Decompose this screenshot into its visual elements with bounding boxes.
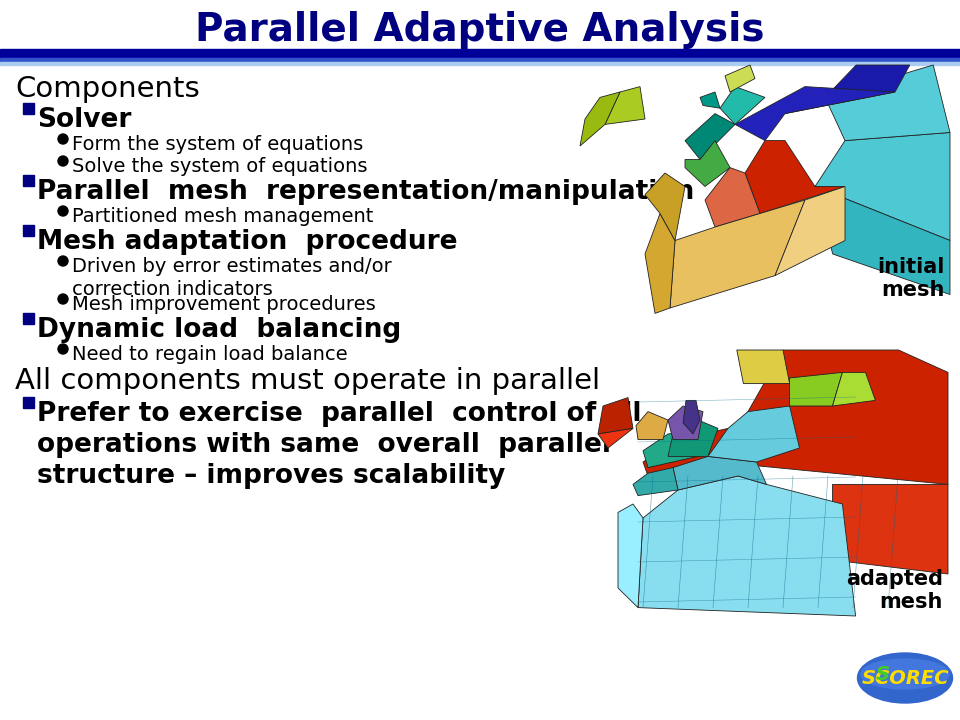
Polygon shape xyxy=(685,140,730,186)
Polygon shape xyxy=(605,86,645,125)
Polygon shape xyxy=(789,372,843,406)
Bar xyxy=(23,175,34,186)
Polygon shape xyxy=(700,92,720,108)
Circle shape xyxy=(58,256,68,266)
Text: Prefer to exercise  parallel  control of all
operations with same  overall  para: Prefer to exercise parallel control of a… xyxy=(37,401,641,489)
Polygon shape xyxy=(643,428,728,476)
Text: Mesh adaptation  procedure: Mesh adaptation procedure xyxy=(37,229,458,255)
Polygon shape xyxy=(785,65,910,114)
Circle shape xyxy=(58,294,68,304)
Polygon shape xyxy=(643,428,708,467)
Ellipse shape xyxy=(861,659,949,689)
Polygon shape xyxy=(685,114,735,160)
Text: Components: Components xyxy=(15,75,200,103)
Polygon shape xyxy=(720,86,765,125)
Polygon shape xyxy=(618,504,643,608)
Text: SCOREC: SCOREC xyxy=(861,668,948,688)
Polygon shape xyxy=(708,406,800,462)
Polygon shape xyxy=(815,186,950,294)
Polygon shape xyxy=(775,186,845,276)
Bar xyxy=(0,49,960,58)
Polygon shape xyxy=(580,92,620,146)
Polygon shape xyxy=(645,173,685,240)
Text: Solve the system of equations: Solve the system of equations xyxy=(72,157,368,176)
Polygon shape xyxy=(668,406,703,440)
Text: S: S xyxy=(876,665,890,685)
Text: Dynamic load  balancing: Dynamic load balancing xyxy=(37,317,401,343)
Text: Partitioned mesh management: Partitioned mesh management xyxy=(72,207,373,226)
Text: Mesh improvement procedures: Mesh improvement procedures xyxy=(72,295,375,314)
Polygon shape xyxy=(598,397,633,434)
Polygon shape xyxy=(683,400,700,434)
Polygon shape xyxy=(737,350,789,384)
Polygon shape xyxy=(825,65,950,140)
Text: adapted
mesh: adapted mesh xyxy=(846,569,943,612)
Bar xyxy=(23,313,34,324)
Text: Parallel  mesh  representation/manipulation: Parallel mesh representation/manipulatio… xyxy=(37,179,694,205)
Polygon shape xyxy=(705,168,760,227)
Polygon shape xyxy=(718,350,948,485)
Bar xyxy=(23,225,34,236)
Text: All components must operate in parallel: All components must operate in parallel xyxy=(15,367,600,395)
Polygon shape xyxy=(670,200,805,308)
Circle shape xyxy=(58,134,68,144)
Text: Driven by error estimates and/or
correction indicators: Driven by error estimates and/or correct… xyxy=(72,257,392,299)
Polygon shape xyxy=(636,412,668,440)
Bar xyxy=(0,58,960,62)
Text: initial
mesh: initial mesh xyxy=(877,257,945,300)
Polygon shape xyxy=(645,214,675,313)
Polygon shape xyxy=(815,132,950,240)
Bar xyxy=(23,103,34,114)
Circle shape xyxy=(58,156,68,166)
Bar xyxy=(0,62,960,65)
Polygon shape xyxy=(745,140,845,214)
Circle shape xyxy=(58,344,68,354)
Polygon shape xyxy=(598,428,633,448)
Text: Solver: Solver xyxy=(37,107,132,133)
Polygon shape xyxy=(673,456,766,490)
Text: Need to regain load balance: Need to regain load balance xyxy=(72,345,348,364)
Bar xyxy=(23,397,34,408)
Polygon shape xyxy=(832,485,948,574)
Polygon shape xyxy=(668,420,718,456)
Polygon shape xyxy=(735,86,895,140)
Ellipse shape xyxy=(857,653,952,703)
Polygon shape xyxy=(725,65,755,92)
Circle shape xyxy=(58,206,68,216)
Text: Parallel Adaptive Analysis: Parallel Adaptive Analysis xyxy=(195,11,765,49)
Text: Form the system of equations: Form the system of equations xyxy=(72,135,363,154)
Polygon shape xyxy=(638,476,855,616)
Polygon shape xyxy=(633,467,678,495)
Polygon shape xyxy=(832,372,876,406)
